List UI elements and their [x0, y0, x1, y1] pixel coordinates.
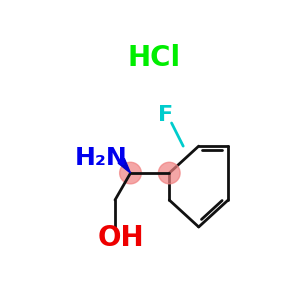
Text: HCl: HCl [127, 44, 180, 72]
Text: OH: OH [98, 224, 145, 252]
Circle shape [120, 162, 141, 184]
Text: F: F [158, 104, 173, 124]
Polygon shape [118, 158, 130, 173]
Text: H₂N: H₂N [75, 146, 128, 170]
Circle shape [158, 162, 180, 184]
